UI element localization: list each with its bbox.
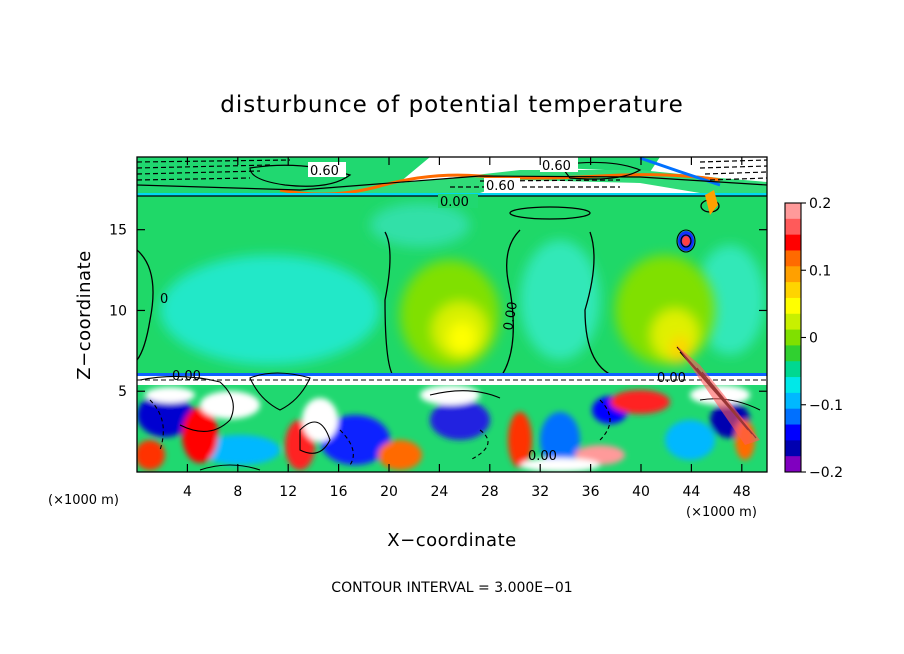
small-anomaly-core — [682, 236, 690, 246]
bl-white — [420, 385, 480, 405]
contour-label-bg — [540, 157, 578, 172]
contour-label-bg — [308, 162, 346, 177]
bl-cold — [665, 420, 715, 460]
colorbar-swatch — [785, 345, 801, 362]
y-axis: 5 10 15 — [109, 223, 767, 400]
x-axis-title: X−coordinate — [387, 530, 516, 551]
colorbar-tick-label: −0.2 — [809, 465, 843, 481]
bl-cold — [320, 415, 390, 465]
colorbar-swatch — [785, 361, 801, 378]
boundary-layer-contours — [139, 372, 761, 471]
bl-warm — [610, 390, 670, 414]
y-tick-label: 5 — [118, 384, 127, 400]
contour-label: 0.60 — [310, 164, 339, 179]
cool-blob — [370, 203, 470, 247]
stratosphere-dashed-contours — [137, 159, 767, 188]
x-unit-left: (×1000 m) — [48, 493, 119, 508]
x-tick-label: 24 — [430, 484, 448, 500]
x-tick-label: 20 — [380, 484, 398, 500]
bl-cold — [540, 412, 580, 468]
bl-warm — [137, 440, 165, 470]
contour-interval-note: CONTOUR INTERVAL = 3.000E−01 — [331, 580, 572, 596]
contour-label: 0.00 — [501, 301, 521, 332]
x-tick-label: 32 — [531, 484, 549, 500]
bl-white — [302, 398, 338, 442]
x-unit-right: (×1000 m) — [686, 505, 757, 520]
x-tick-label: 48 — [733, 484, 751, 500]
x-tick-label: 8 — [233, 484, 242, 500]
bl-warm — [182, 407, 218, 463]
colorbar-tick-label: 0.1 — [809, 263, 831, 279]
colorbar-ticks: 0.2 0.1 0 −0.1 −0.2 — [801, 196, 843, 481]
plot-area: 0.60 0.60 0.60 0.00 0 0.00 0.00 0.00 0.0… — [137, 157, 767, 472]
x-tick-label: 28 — [481, 484, 499, 500]
colorbar-swatch — [785, 329, 801, 346]
y-tick-label: 10 — [109, 303, 127, 319]
bl-cold — [430, 400, 490, 440]
spike-feature — [705, 190, 718, 215]
bl-cold — [200, 435, 280, 465]
boundary-layer-dashed — [149, 399, 611, 466]
contour-label: 0.00 — [440, 195, 469, 210]
contour-label-bg — [484, 178, 520, 192]
contour-label: 0.60 — [542, 159, 571, 174]
x-tick-label: 36 — [582, 484, 600, 500]
x-axis: 4 8 12 16 20 24 28 32 36 40 44 48 — [183, 157, 751, 500]
plot-frame — [136, 156, 768, 473]
slanted-feature-warm — [676, 345, 760, 445]
bl-cold — [137, 393, 193, 437]
y-tick-label: 15 — [109, 223, 127, 239]
colorbar-swatch — [785, 282, 801, 299]
stratosphere-solid-contours — [137, 161, 767, 191]
x-tick-label: 4 — [183, 484, 192, 500]
colorbar-swatch — [785, 408, 801, 426]
cool-blob — [520, 240, 600, 360]
bl-warm — [508, 412, 532, 468]
colorbar-swatch — [785, 266, 801, 283]
contour-label: 0.00 — [528, 449, 557, 464]
x-tick-label: 44 — [682, 484, 700, 500]
cool-blob — [695, 245, 765, 355]
x-tick-label: 12 — [279, 484, 297, 500]
colorbar-swatch — [785, 377, 801, 394]
colorbar-tick-label: 0.2 — [809, 196, 831, 212]
inversion-blue-line — [137, 373, 767, 376]
x-tick-label: 16 — [330, 484, 348, 500]
colorbar-swatch — [785, 424, 801, 441]
colorbar-swatch — [785, 440, 801, 457]
colorbar-swatch — [785, 456, 801, 473]
colorbar-swatch — [785, 297, 801, 315]
colorbar-swatch — [785, 250, 801, 267]
colorbar-swatch — [785, 203, 801, 220]
colorbar-swatch — [785, 313, 801, 331]
contour-label: 0.00 — [657, 371, 686, 386]
contour-label: 0.00 — [172, 369, 201, 384]
bl-white — [200, 391, 260, 419]
cool-blob — [160, 255, 380, 365]
colorbar-tick-label: −0.1 — [809, 398, 843, 414]
contour-label: 0.60 — [486, 179, 515, 194]
colorbar-tick-label: 0 — [809, 331, 818, 347]
chart-title: disturbunce of potential temperature — [220, 92, 684, 118]
contour-label-bg — [438, 194, 478, 208]
y-axis-title: Z−coordinate — [74, 250, 95, 379]
colorbar-swatch — [785, 218, 801, 236]
x-tick-label: 40 — [632, 484, 650, 500]
bl-white — [145, 387, 195, 403]
bl-warm — [378, 440, 422, 470]
stratosphere-edge — [639, 157, 721, 187]
warm-anomaly-1-peak — [448, 322, 476, 354]
colorbar-swatch — [785, 392, 801, 410]
colorbar-swatch — [785, 234, 801, 251]
contour-label: 0 — [160, 292, 168, 307]
colorbar — [784, 202, 802, 473]
